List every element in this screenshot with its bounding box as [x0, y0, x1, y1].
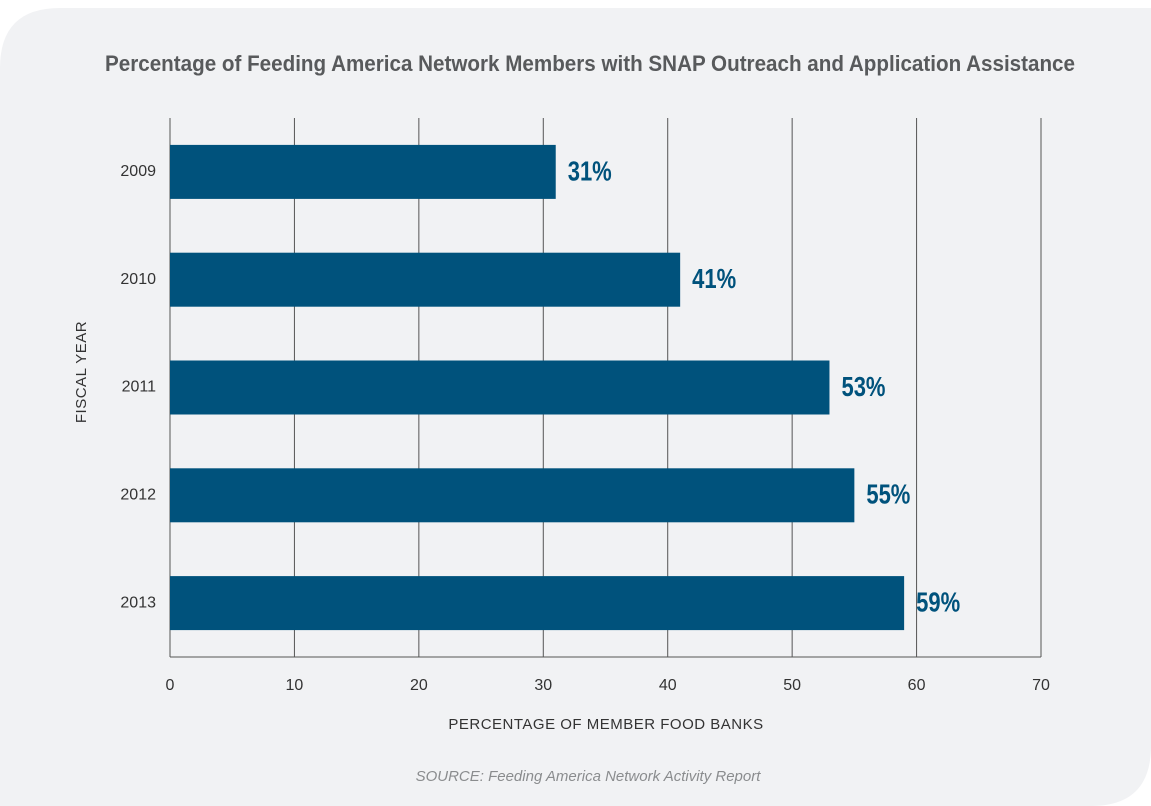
- y-axis-title: FISCAL YEAR: [73, 321, 90, 423]
- plot-area: 0 10 20 30 40 50 60 70 2009 31% 2010 41% 2011 53% 2012…: [120, 118, 1050, 694]
- chart-title: Percentage of Feeding America Network Me…: [105, 51, 1075, 76]
- bar: [170, 252, 681, 307]
- value-label: 53%: [841, 371, 885, 402]
- bar: [170, 468, 855, 523]
- y-tick-label: 2010: [120, 271, 156, 288]
- value-label: 31%: [568, 155, 612, 186]
- y-tick-label: 2009: [120, 163, 156, 180]
- x-tick-label: 20: [410, 677, 428, 694]
- x-tick-label: 10: [286, 677, 304, 694]
- bar: [170, 360, 830, 415]
- x-tick-label: 70: [1032, 677, 1050, 694]
- x-tick-label: 40: [659, 677, 677, 694]
- x-tick-label: 0: [166, 677, 175, 694]
- value-label: 59%: [916, 586, 960, 617]
- source-note: SOURCE: Feeding America Network Activity…: [416, 768, 762, 785]
- y-tick-label: 2013: [120, 594, 156, 611]
- y-tick-label: 2011: [122, 379, 157, 396]
- x-tick-label: 30: [534, 677, 552, 694]
- x-tick-label: 60: [908, 677, 926, 694]
- bar: [170, 576, 905, 631]
- value-label: 55%: [866, 479, 910, 510]
- x-axis-title: PERCENTAGE OF MEMBER FOOD BANKS: [448, 716, 763, 733]
- x-tick-label: 50: [783, 677, 801, 694]
- bar: [170, 144, 556, 199]
- value-label: 41%: [692, 263, 736, 294]
- y-tick-label: 2012: [120, 487, 156, 504]
